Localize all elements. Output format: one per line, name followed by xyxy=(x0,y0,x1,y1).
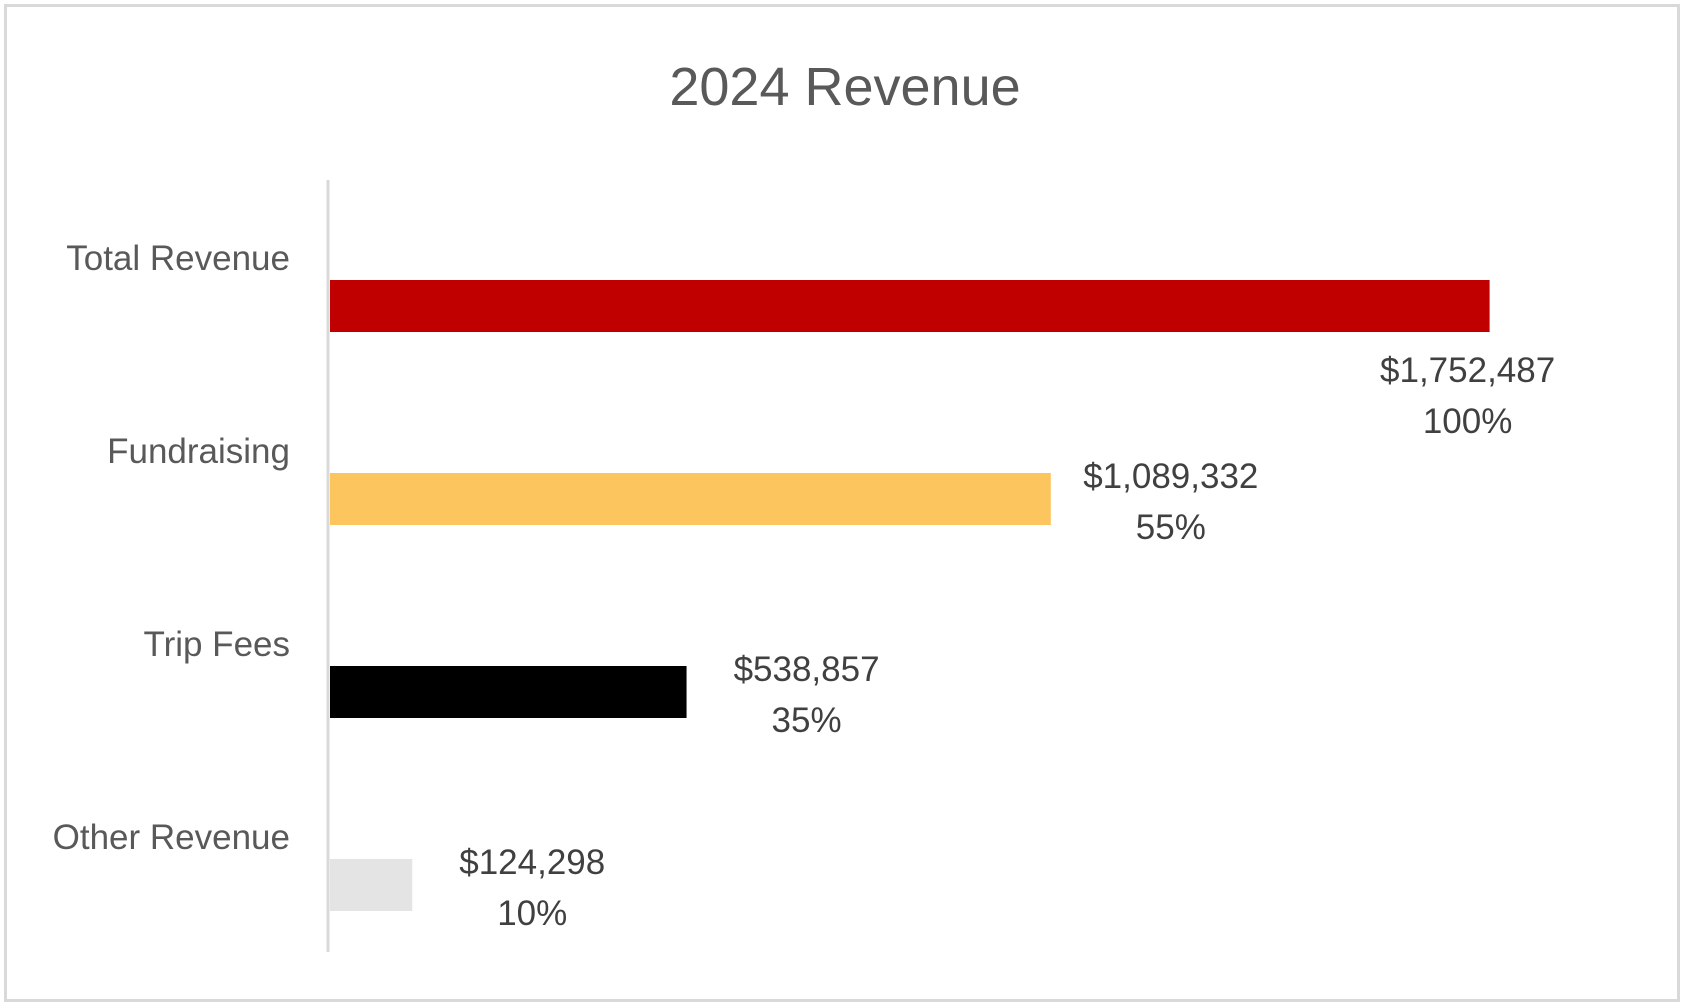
percent-label: 35% xyxy=(772,701,842,740)
value-label: $1,089,332 xyxy=(1083,457,1258,496)
category-label: Fundraising xyxy=(107,432,290,471)
bar-total-revenue xyxy=(330,280,1490,332)
percent-label: 100% xyxy=(1423,402,1513,441)
bar-fundraising xyxy=(330,473,1051,525)
bar-trip-fees xyxy=(330,666,687,718)
value-label: $124,298 xyxy=(459,843,605,882)
bar-other-revenue xyxy=(330,859,413,911)
percent-label: 55% xyxy=(1136,508,1206,547)
value-label: $538,857 xyxy=(734,650,880,689)
category-label: Trip Fees xyxy=(143,625,290,664)
chart-frame: 2024 Revenue Total Revenue $1,752,487 100%… xyxy=(4,4,1680,1002)
category-label: Total Revenue xyxy=(66,239,290,278)
value-label: $1,752,487 xyxy=(1380,351,1555,390)
percent-label: 10% xyxy=(497,894,567,933)
chart-title: 2024 Revenue xyxy=(669,57,1020,117)
revenue-bar-chart: 2024 Revenue Total Revenue $1,752,487 100%… xyxy=(53,57,1555,952)
category-label: Other Revenue xyxy=(53,818,290,857)
